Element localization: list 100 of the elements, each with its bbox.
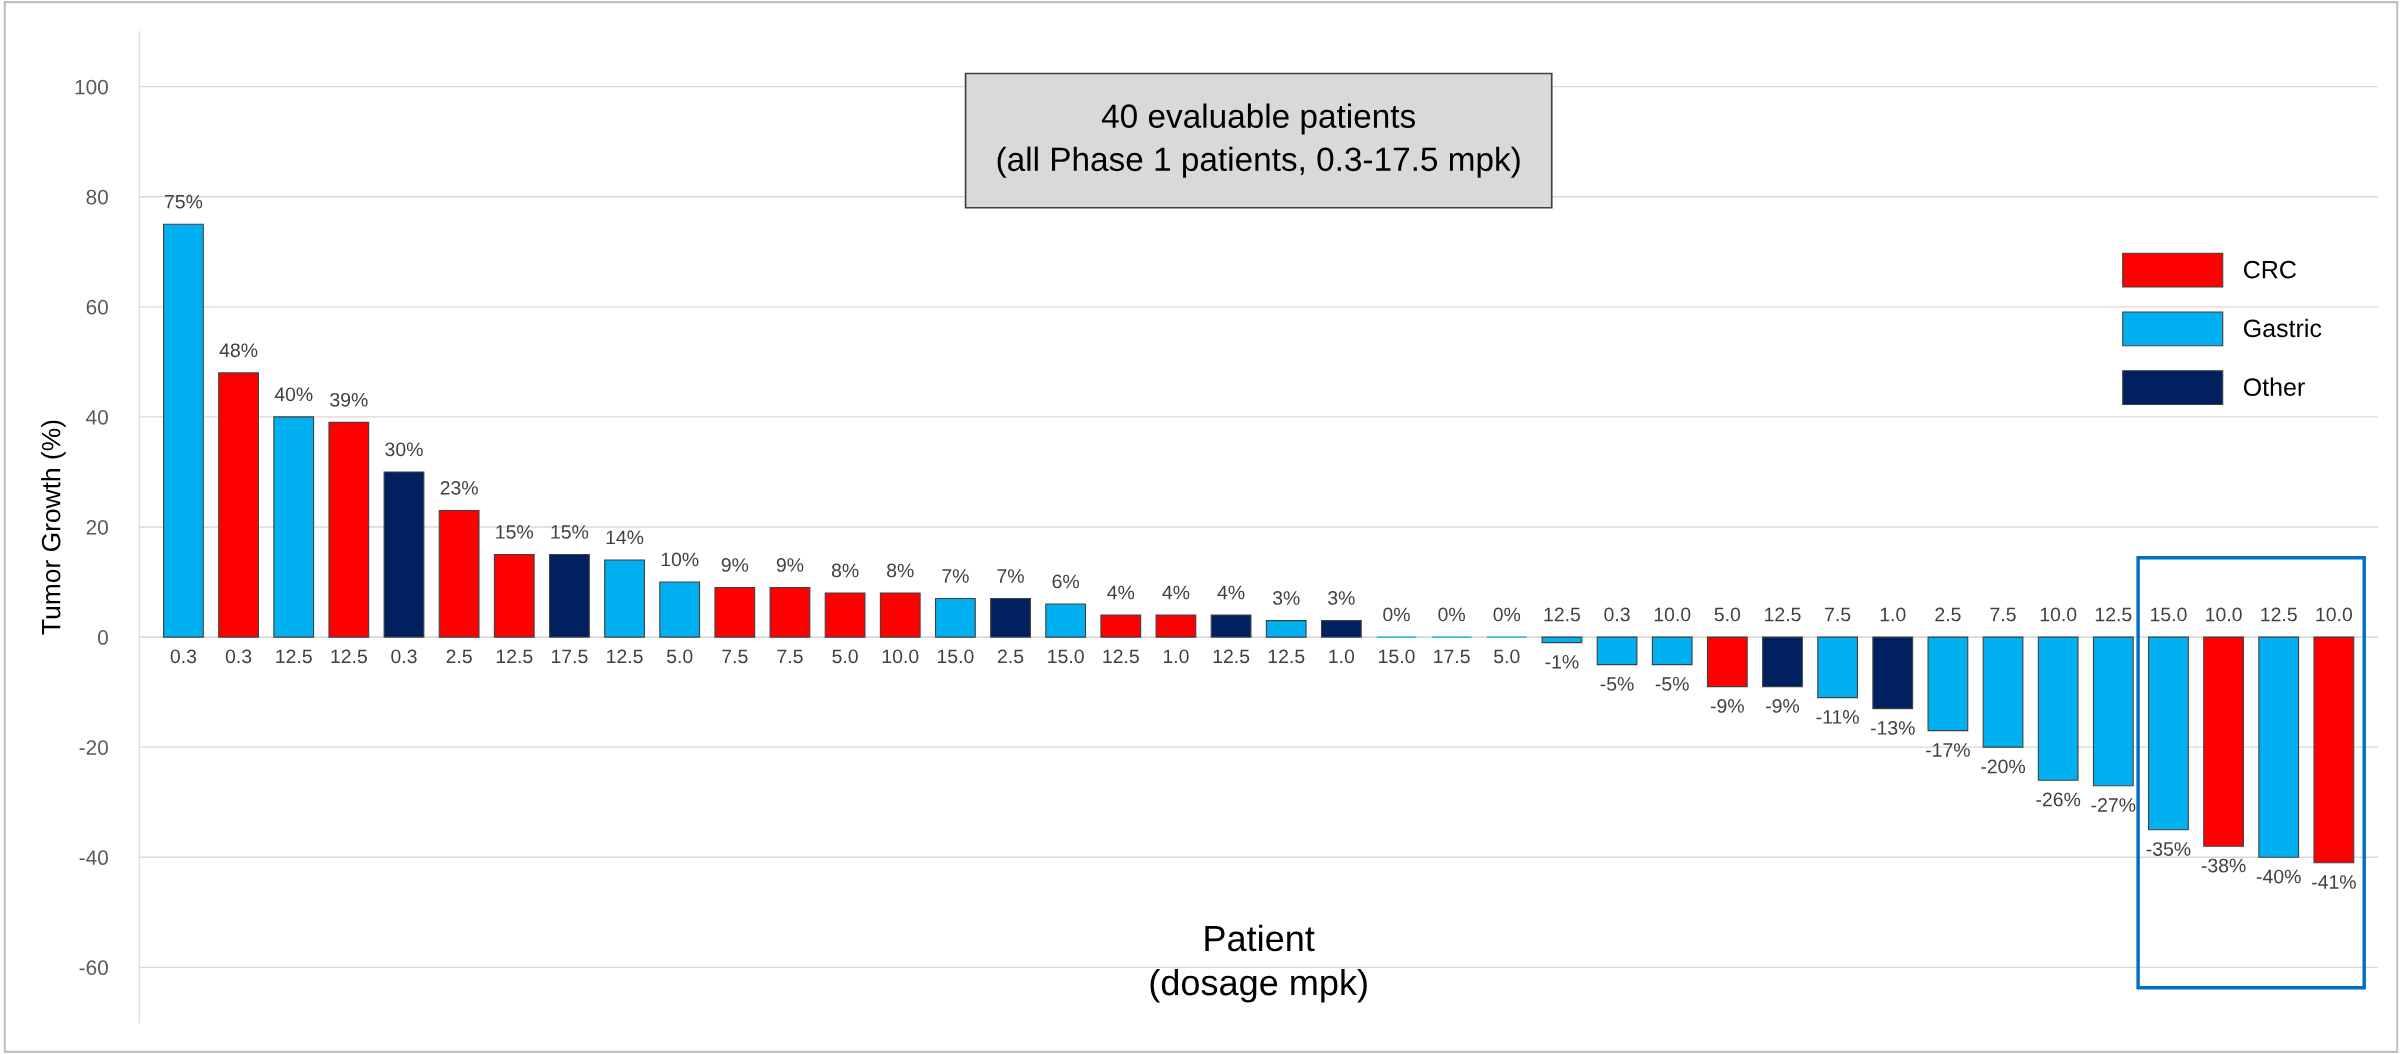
bar <box>2148 636 2189 831</box>
bar <box>1265 620 1307 638</box>
bar <box>1541 636 1583 644</box>
y-tick-label: -40 <box>79 850 108 866</box>
text: 3% <box>1272 591 1300 605</box>
bar <box>2037 636 2079 781</box>
text: 48% <box>219 343 258 358</box>
text: -11% <box>1816 710 1859 724</box>
x-tick-label: 12.5 <box>1103 649 1139 664</box>
bar <box>218 372 259 638</box>
text: -17% <box>1926 743 1970 757</box>
text: 0% <box>1493 607 1521 622</box>
text: 40 evaluable patients (all Phase 1 patients, 0.3-17.5 mpk) <box>997 103 1520 178</box>
bar <box>1982 636 2024 748</box>
x-tick-label: 2.5 <box>1935 607 1961 622</box>
text: 4% <box>1217 585 1245 600</box>
bar <box>1045 603 1087 638</box>
bar <box>879 592 921 638</box>
text: 7% <box>997 569 1024 583</box>
x-tick-label: 15.0 <box>2151 607 2187 622</box>
text: -38% <box>2201 858 2246 873</box>
x-tick-label: 5.0 <box>1714 607 1741 622</box>
x-tick-label: 7.5 <box>1990 607 2016 622</box>
bar <box>824 592 866 638</box>
y-tick-label: 20 <box>86 520 108 535</box>
text: 75% <box>164 194 203 209</box>
x-tick-label: 15.0 <box>1048 649 1084 664</box>
x-tick-label: 10.0 <box>882 649 919 664</box>
x-tick-label: 5.0 <box>832 649 858 664</box>
bar <box>1320 620 1362 638</box>
bar <box>604 559 645 638</box>
x-tick-label: 2.5 <box>997 649 1024 664</box>
text: -5% <box>1655 677 1689 691</box>
x-tick-label: 0.3 <box>170 649 197 664</box>
text: 15% <box>496 525 534 539</box>
text: -1% <box>1545 655 1579 669</box>
text: -13% <box>1870 721 1915 735</box>
text: 8% <box>831 563 859 578</box>
x-tick-label: 12.5 <box>276 649 312 664</box>
bar <box>2203 636 2244 847</box>
legend-label: Other <box>2243 377 2305 396</box>
text: -40% <box>2256 869 2301 884</box>
x-tick-label: 0.3 <box>391 649 417 664</box>
x-tick-label: 12.5 <box>1544 607 1581 622</box>
text: 6% <box>1052 574 1080 589</box>
bar <box>548 553 590 638</box>
x-tick-label: 1.0 <box>1880 607 1906 622</box>
bar <box>273 416 315 638</box>
x-tick-label: 10.0 <box>2040 607 2077 622</box>
bar <box>1872 636 1914 710</box>
x-tick-label: 12.5 <box>2261 607 2297 622</box>
text: 3% <box>1328 591 1355 605</box>
y-tick-label: 0 <box>97 630 108 645</box>
bar <box>1817 636 1859 699</box>
bar <box>1927 636 1969 732</box>
x-tick-label: 5.0 <box>666 649 693 664</box>
x-tick-label: 10.0 <box>2316 607 2353 622</box>
text: 4% <box>1107 585 1135 600</box>
text: -41% <box>2312 875 2356 889</box>
text: -5% <box>1600 677 1634 691</box>
x-tick-label: 15.0 <box>937 649 974 664</box>
y-axis-title: Tumor Growth (%) <box>41 420 66 635</box>
x-tick-label: 1.0 <box>1329 649 1355 664</box>
x-tick-label: 12.5 <box>1765 607 1801 622</box>
y-tick-label: 100 <box>75 79 108 95</box>
text: 23% <box>440 480 478 495</box>
text: 40% <box>274 387 313 402</box>
bar <box>990 597 1031 638</box>
bar <box>438 509 480 638</box>
x-tick-label: 2.5 <box>446 649 472 664</box>
bar <box>1706 636 1748 688</box>
bar <box>1100 614 1142 638</box>
y-tick-label: 40 <box>86 409 108 425</box>
x-tick-label: 0.3 <box>1604 607 1630 622</box>
x-tick-label: 7.5 <box>1825 607 1851 622</box>
bar <box>714 586 756 638</box>
text: -26% <box>2036 792 2081 807</box>
x-tick-label: 17.5 <box>1434 649 1470 664</box>
text: -9% <box>1766 699 1800 713</box>
y-tick-label: 80 <box>86 189 108 205</box>
text: 0% <box>1383 607 1410 622</box>
legend-label: Gastric <box>2243 318 2322 338</box>
text: 14% <box>606 530 644 545</box>
x-tick-label: 5.0 <box>1494 649 1520 664</box>
bar <box>934 597 976 638</box>
text: 30% <box>385 442 423 457</box>
bar <box>1762 636 1803 688</box>
bar <box>383 471 425 638</box>
text: 10% <box>661 552 699 567</box>
x-tick-label: 12.5 <box>1268 649 1305 664</box>
text: 7% <box>942 569 969 583</box>
bar <box>2092 636 2134 787</box>
y-tick-label: -20 <box>79 740 108 755</box>
text: 8% <box>887 563 914 578</box>
x-tick-label: 12.5 <box>331 649 367 664</box>
text: 0% <box>1438 607 1465 622</box>
text: 9% <box>776 558 804 572</box>
bar <box>1651 636 1693 666</box>
bar <box>769 586 811 638</box>
bar <box>659 581 701 638</box>
